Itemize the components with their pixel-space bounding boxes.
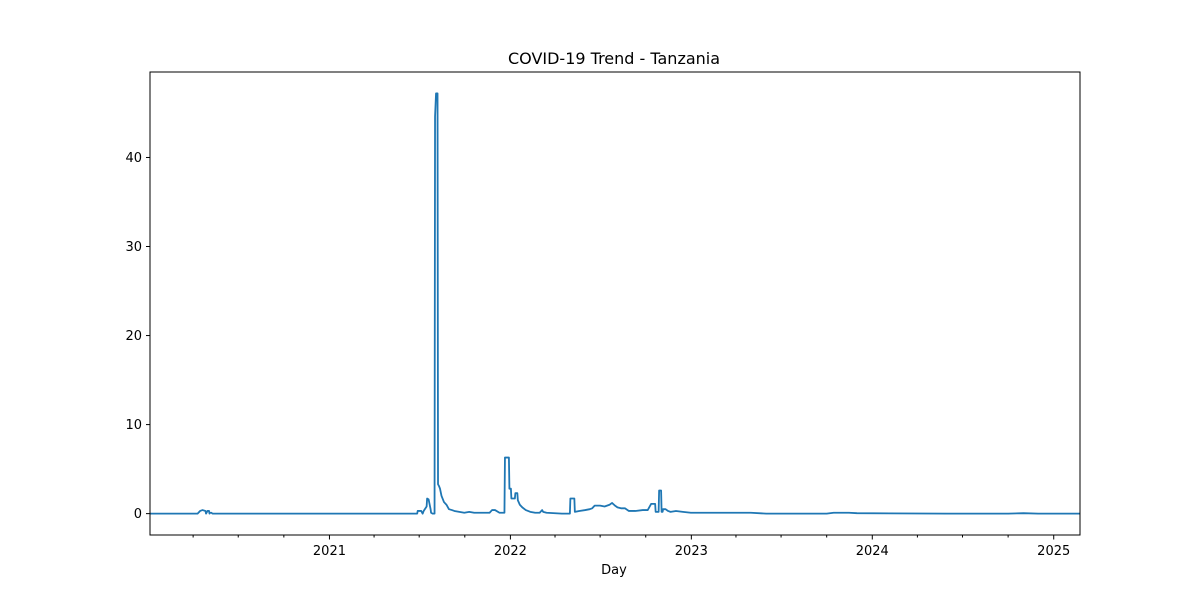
plot-area	[150, 92, 1080, 515]
series-line	[150, 92, 1080, 515]
y-tick-label: 30	[125, 240, 142, 255]
x-tick-label: 2021	[313, 544, 346, 559]
y-tick-label: 0	[134, 507, 142, 522]
x-axis-label: Day	[601, 563, 627, 578]
y-tick-label: 40	[125, 151, 142, 166]
axes-frame	[149, 71, 1081, 536]
x-tick-label: 2025	[1037, 544, 1070, 559]
axes: 0 10 20 30 40 2021 2022 2023 2024 2025	[125, 71, 1081, 559]
y-tick-label: 10	[125, 418, 142, 433]
x-tick-label: 2024	[856, 544, 889, 559]
x-tick-label: 2023	[675, 544, 708, 559]
y-tick-label: 20	[125, 329, 142, 344]
chart-title: COVID-19 Trend - Tanzania	[508, 49, 720, 68]
x-tick-label: 2022	[494, 544, 527, 559]
